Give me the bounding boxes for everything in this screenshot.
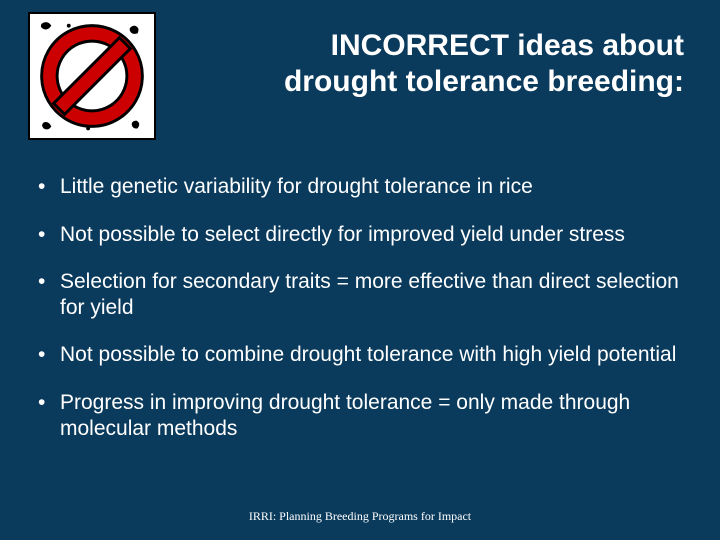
- list-item: Selection for secondary traits = more ef…: [36, 269, 692, 320]
- bullet-text: Selection for secondary traits = more ef…: [60, 270, 679, 319]
- bullet-list: Little genetic variability for drought t…: [28, 174, 692, 441]
- title-container: INCORRECT ideas about drought tolerance …: [174, 12, 692, 100]
- title-line-2: drought tolerance breeding:: [284, 65, 684, 98]
- slide-title: INCORRECT ideas about drought tolerance …: [174, 28, 684, 100]
- bullet-text: Not possible to combine drought toleranc…: [60, 343, 676, 366]
- bullet-text: Little genetic variability for drought t…: [60, 175, 533, 198]
- list-item: Progress in improving drought tolerance …: [36, 390, 692, 441]
- bullet-text: Not possible to select directly for impr…: [60, 223, 625, 246]
- list-item: Not possible to combine drought toleranc…: [36, 342, 692, 368]
- slide-header: INCORRECT ideas about drought tolerance …: [28, 12, 692, 140]
- prohibit-icon: [28, 12, 156, 140]
- slide: INCORRECT ideas about drought tolerance …: [0, 0, 720, 540]
- title-line-1: INCORRECT ideas about: [331, 29, 684, 62]
- bullet-text: Progress in improving drought tolerance …: [60, 391, 630, 440]
- slide-footer: IRRI: Planning Breeding Programs for Imp…: [0, 509, 720, 524]
- list-item: Not possible to select directly for impr…: [36, 222, 692, 248]
- list-item: Little genetic variability for drought t…: [36, 174, 692, 200]
